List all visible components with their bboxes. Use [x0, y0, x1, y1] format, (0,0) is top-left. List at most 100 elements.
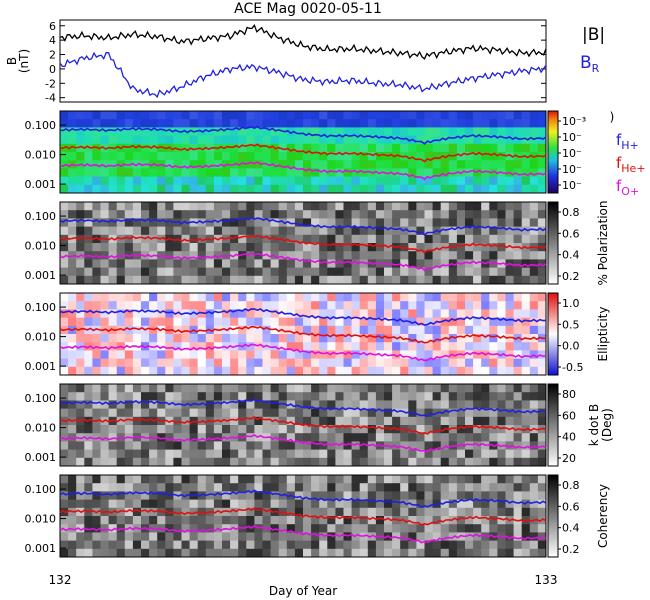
ellipticity-colorbar-tick-label: -0.5 — [562, 361, 583, 374]
spectrogram-cell — [286, 457, 296, 467]
spectrogram-cell — [375, 293, 385, 302]
spectrogram-cell — [392, 135, 401, 145]
spectrogram-cell — [230, 449, 239, 459]
spectrogram-cell — [448, 400, 458, 410]
spectrogram-cell — [489, 366, 498, 376]
spectrogram-cell — [416, 516, 425, 525]
kdotb-frame — [59, 383, 547, 467]
spectrogram-cell — [537, 491, 547, 501]
spectrogram-cell — [246, 366, 255, 376]
spectrogram-cell — [311, 119, 320, 128]
spectrogram-cell — [230, 334, 239, 343]
gyro-curve-f-o — [59, 161, 547, 181]
spectrogram-cell — [197, 342, 207, 351]
spectrogram-cell — [238, 226, 247, 236]
spectrogram-cell — [222, 176, 231, 186]
spectrogram-cell — [440, 392, 450, 401]
spectrogram-cell — [270, 392, 280, 401]
spectrogram-cell — [68, 334, 77, 343]
spectrogram-cell — [432, 342, 442, 351]
spectrogram-cell — [335, 152, 344, 161]
spectrogram-cell — [278, 293, 288, 302]
spectrogram-cell — [230, 366, 239, 376]
spectrogram-cell — [270, 127, 280, 137]
spectrogram-cell — [319, 325, 328, 335]
spectrogram-cell — [124, 218, 134, 228]
spectrogram-cell — [384, 457, 393, 467]
spectrogram-cell — [108, 548, 118, 558]
spectrogram-cell — [92, 226, 101, 236]
spectrogram-cell — [132, 334, 142, 343]
spectrogram-cell — [497, 243, 506, 252]
spectrogram-cell — [181, 325, 191, 335]
spectrogram-cell — [367, 433, 377, 442]
spectrogram-cell — [92, 111, 101, 120]
polarization-frame — [59, 201, 547, 285]
spectrogram-cell — [173, 507, 182, 517]
ellipticity-colorbar-tick-label: 0.5 — [562, 318, 580, 331]
spectrogram-cell — [473, 210, 482, 219]
spectrogram-cell — [497, 210, 506, 219]
spectrogram-cell — [400, 457, 409, 467]
spectrogram-cell — [141, 111, 150, 120]
spectrogram-cell — [392, 184, 401, 194]
kdotb-colorbar-tick-label: 60 — [562, 409, 576, 422]
spectrogram-cell — [303, 425, 312, 434]
spectrogram-cell — [157, 441, 166, 451]
spectrogram-cell — [465, 483, 474, 492]
spectrogram-cell — [521, 483, 531, 492]
spectrogram-cell — [213, 267, 223, 277]
spectrogram-cell — [408, 532, 417, 542]
spectrogram-cell — [254, 234, 263, 244]
spectrogram-cell — [84, 309, 93, 319]
spectrogram-cell — [222, 350, 231, 360]
spectrogram-cell — [238, 507, 247, 517]
spectrogram-cell — [124, 507, 134, 517]
spectrogram-cell — [351, 532, 361, 542]
spectrogram-cell — [100, 317, 110, 327]
spectrogram-cell — [165, 499, 174, 509]
spectrogram-cell — [521, 441, 531, 451]
spectrogram-cell — [108, 135, 118, 145]
spectrogram-cell — [246, 202, 255, 211]
spectrogram-cell — [416, 275, 425, 285]
spectrogram-cell — [456, 243, 466, 252]
spectrogram-cell — [481, 325, 490, 335]
spectrogram-cell — [197, 441, 207, 451]
spectrogram-cell — [141, 358, 150, 368]
spectrogram-cell — [521, 350, 531, 360]
spectrogram-cell — [537, 384, 547, 393]
spectrogram-cell — [286, 408, 296, 418]
spectrogram-cell — [92, 433, 101, 442]
gyro-curve-f-he — [59, 325, 547, 344]
spectrogram-cell — [400, 202, 409, 211]
spectrogram-cell — [92, 243, 101, 252]
spectrogram-cell — [432, 548, 442, 558]
spectrogram-cell — [529, 366, 539, 376]
spectrogram-cell — [197, 317, 207, 327]
spectrogram-cell — [100, 441, 110, 451]
spectrogram-cell — [124, 457, 134, 467]
spectrogram-cell — [60, 425, 69, 434]
spectrogram-cell — [92, 425, 101, 434]
spectrogram-cell — [489, 457, 498, 467]
spectrogram-cell — [497, 135, 506, 145]
spectrogram-cell — [343, 218, 353, 228]
spectrogram-cell — [440, 384, 450, 393]
spectrogram-cell — [286, 532, 296, 542]
spectrogram-cell — [367, 548, 377, 558]
spectrogram-cell — [68, 267, 77, 277]
spectrogram-cell — [327, 384, 336, 393]
spectrogram-cell — [311, 251, 320, 260]
spectrogram-cell — [416, 507, 425, 517]
spectrogram-cell — [359, 392, 369, 401]
spectrogram-cell — [189, 334, 199, 343]
spectrogram-cell — [278, 475, 288, 484]
spectrogram-cell — [132, 457, 142, 467]
spectrogram-cell — [319, 275, 328, 285]
spectrogram-cell — [132, 135, 142, 145]
spectrogram-cell — [238, 384, 247, 393]
spectrogram-cell — [294, 516, 304, 525]
spectrogram-cell — [432, 350, 442, 360]
spectrogram-cell — [141, 499, 150, 509]
